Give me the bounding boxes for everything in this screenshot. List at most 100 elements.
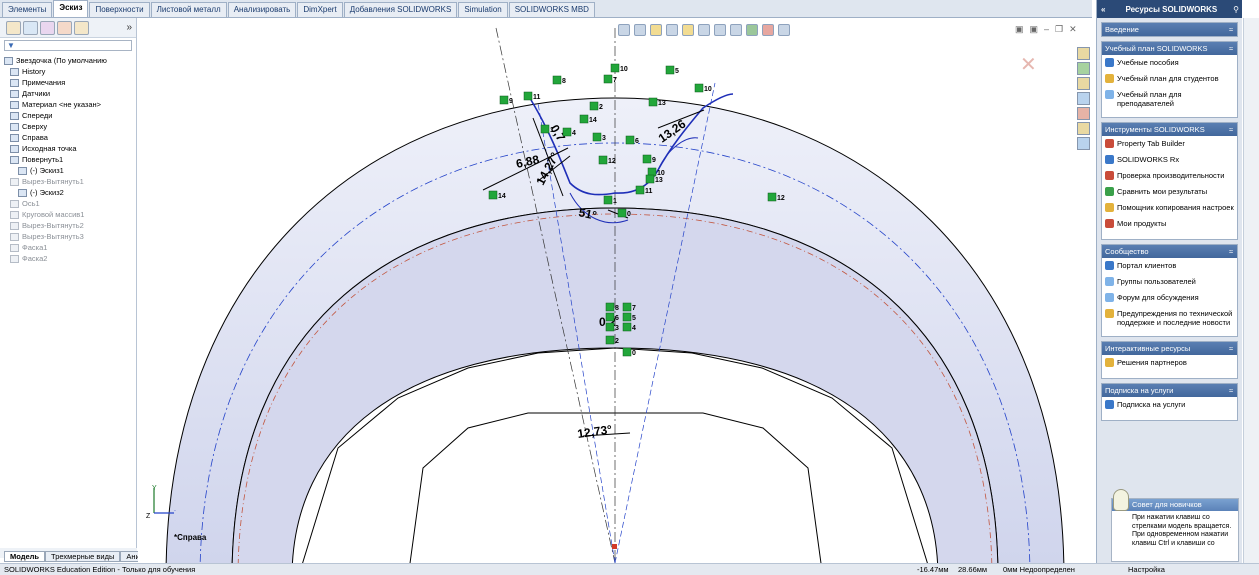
feature-tree-item[interactable]: (-) Эскиз1	[4, 165, 136, 176]
feature-tree-item[interactable]: Спереди	[4, 110, 136, 121]
sketch-relation-marker[interactable]: 13	[645, 174, 663, 184]
task-pane-section-header[interactable]: Введение ≈	[1102, 23, 1237, 36]
task-pane-section-header[interactable]: Учебный план SOLIDWORKS ≈	[1102, 42, 1237, 55]
sketch-relation-marker[interactable]: 3	[592, 132, 606, 142]
collapse-chevron-icon[interactable]: ≈	[1228, 44, 1233, 53]
sketch-relation-marker[interactable]: 11	[635, 185, 653, 195]
feature-tree-item[interactable]: Круговой массив1	[4, 209, 136, 220]
graphics-area[interactable]: 6,88 14,27° 0,7 13,26 51° 12,73° 0,2 8 10…	[138, 18, 1092, 563]
feature-tree-item[interactable]: Фаска1	[4, 242, 136, 253]
task-pane-section-header[interactable]: Сообщество ≈	[1102, 245, 1237, 258]
tab-4[interactable]: Анализировать	[227, 2, 297, 17]
resource-link[interactable]: Сравнить мои результаты	[1105, 187, 1235, 198]
feature-tree-item[interactable]: Исходная точка	[4, 143, 136, 154]
resource-link[interactable]: Решения партнеров	[1105, 358, 1235, 369]
custom-properties-icon[interactable]	[1077, 137, 1090, 150]
resource-link[interactable]: Проверка производительности	[1105, 171, 1235, 182]
tab-8[interactable]: SOLIDWORKS MBD	[508, 2, 595, 17]
resource-link[interactable]: Группы пользователей	[1105, 277, 1235, 288]
part-inner-hub[interactable]	[231, 207, 999, 563]
resource-link[interactable]: Мои продукты	[1105, 219, 1235, 230]
sketch-relation-marker[interactable]: 14	[579, 114, 597, 124]
home-icon[interactable]	[1077, 47, 1090, 60]
view-settings-icon[interactable]	[778, 24, 790, 36]
restore-icon[interactable]: ❐	[1055, 24, 1064, 34]
minimize-icon[interactable]: –	[1044, 24, 1050, 34]
sketch-relation-marker[interactable]: 9	[499, 95, 513, 105]
sketch-relation-marker[interactable]: 2	[605, 335, 619, 345]
feature-tree-item[interactable]: Вырез-Вытянуть2	[4, 220, 136, 231]
tab-2[interactable]: Поверхности	[89, 2, 150, 17]
sketch-relation-marker[interactable]: 6	[605, 312, 619, 322]
sketch-relation-marker[interactable]: 1	[603, 195, 617, 205]
expand-icon[interactable]: »	[126, 22, 132, 33]
task-pane-section-header[interactable]: Подписка на услуги ≈	[1102, 384, 1237, 397]
sketch-relation-marker[interactable]: 0	[617, 208, 631, 218]
resource-link[interactable]: Property Tab Builder	[1105, 139, 1235, 150]
feature-tree-item[interactable]: Материал <не указан>	[4, 99, 136, 110]
appearances-icon[interactable]	[1077, 122, 1090, 135]
sketch-relation-marker[interactable]: 12	[598, 155, 616, 165]
tile-icon[interactable]: ▣	[1015, 24, 1024, 34]
resources-icon[interactable]	[1077, 62, 1090, 75]
feature-tree-item[interactable]: Сверху	[4, 121, 136, 132]
sketch-relation-marker[interactable]: 4	[562, 127, 576, 137]
resource-link[interactable]: SOLIDWORKS Rx	[1105, 155, 1235, 166]
display-manager-icon[interactable]	[74, 20, 89, 35]
model-tab-1[interactable]: Трехмерные виды	[45, 551, 121, 562]
sketch-relation-marker[interactable]: 11	[523, 91, 541, 101]
sketch-relation-marker[interactable]: 6	[625, 135, 639, 145]
sketch-relation-marker[interactable]: 9	[642, 154, 656, 164]
tab-1[interactable]: Эскиз	[53, 0, 89, 17]
sketch-relation-marker[interactable]: 10	[610, 63, 628, 73]
feature-tree-item[interactable]: Повернуть1	[4, 154, 136, 165]
tab-6[interactable]: Добавления SOLIDWORKS	[343, 2, 458, 17]
feature-tree-item[interactable]: History	[4, 66, 136, 77]
task-pane-section-header[interactable]: Инструменты SOLIDWORKS ≈	[1102, 123, 1237, 136]
units-settings-button[interactable]: Настройка	[1128, 565, 1165, 574]
sketch-relation-marker[interactable]: 3	[605, 322, 619, 332]
collapse-chevron-icon[interactable]: ≈	[1228, 344, 1233, 353]
sketch-relation-marker[interactable]: 5	[622, 312, 636, 322]
feature-tree-item[interactable]: Вырез-Вытянуть3	[4, 231, 136, 242]
sketch-relation-marker[interactable]: 1	[540, 124, 554, 134]
feature-tree-item[interactable]: Фаска2	[4, 253, 136, 264]
feature-tree-item[interactable]: Датчики	[4, 88, 136, 99]
dynamic-annotation-icon[interactable]	[682, 24, 694, 36]
sketch-relation-marker[interactable]: 2	[589, 101, 603, 111]
dimension-12-73[interactable]: 12,73°	[576, 422, 613, 441]
pin-icon[interactable]: ⚲	[1233, 4, 1239, 14]
view-palette-icon[interactable]	[1077, 107, 1090, 120]
resource-link[interactable]: Портал клиентов	[1105, 261, 1235, 272]
feature-filter-input[interactable]: ▼	[4, 40, 132, 51]
hide-show-items-icon[interactable]	[730, 24, 742, 36]
feature-tree-item[interactable]: Вырез-Вытянуть1	[4, 176, 136, 187]
zoom-to-area-icon[interactable]	[634, 24, 646, 36]
resource-link[interactable]: Учебный план для преподавателей	[1105, 90, 1235, 108]
tab-5[interactable]: DimXpert	[297, 2, 343, 17]
sketch-relation-marker[interactable]: 0	[622, 347, 636, 357]
resource-link[interactable]: Помощник копирования настроек	[1105, 203, 1235, 214]
property-manager-icon[interactable]	[23, 20, 38, 35]
resource-link[interactable]: Учебный план для студентов	[1105, 74, 1235, 85]
previous-view-icon[interactable]	[650, 24, 662, 36]
collapse-chevron-icon[interactable]: ≈	[1228, 247, 1233, 256]
resource-link[interactable]: Учебные пособия	[1105, 58, 1235, 69]
feature-tree-item[interactable]: (-) Эскиз2	[4, 187, 136, 198]
tab-7[interactable]: Simulation	[458, 2, 508, 17]
collapse-chevron-icon[interactable]: ≈	[1228, 386, 1233, 395]
sketch-relation-marker[interactable]: 13	[648, 97, 666, 107]
split-icon[interactable]: ▣	[1029, 24, 1039, 34]
task-pane-back-button[interactable]: «	[1101, 4, 1106, 14]
model-tab-0[interactable]: Модель	[4, 551, 46, 562]
task-pane-section-header[interactable]: Интерактивные ресурсы ≈	[1102, 342, 1237, 355]
sketch-relation-marker[interactable]: 5	[665, 65, 679, 75]
collapse-chevron-icon[interactable]: ≈	[1228, 25, 1233, 34]
configuration-manager-icon[interactable]	[40, 20, 55, 35]
model-viewport[interactable]: 6,88 14,27° 0,7 13,26 51° 12,73° 0,2 810…	[138, 18, 1092, 563]
view-orientation-icon[interactable]	[698, 24, 710, 36]
sketch-relation-marker[interactable]: 4	[622, 322, 636, 332]
resource-link[interactable]: Подписка на услуги	[1105, 400, 1235, 411]
apply-scene-icon[interactable]	[762, 24, 774, 36]
feature-tree-item[interactable]: Ось1	[4, 198, 136, 209]
